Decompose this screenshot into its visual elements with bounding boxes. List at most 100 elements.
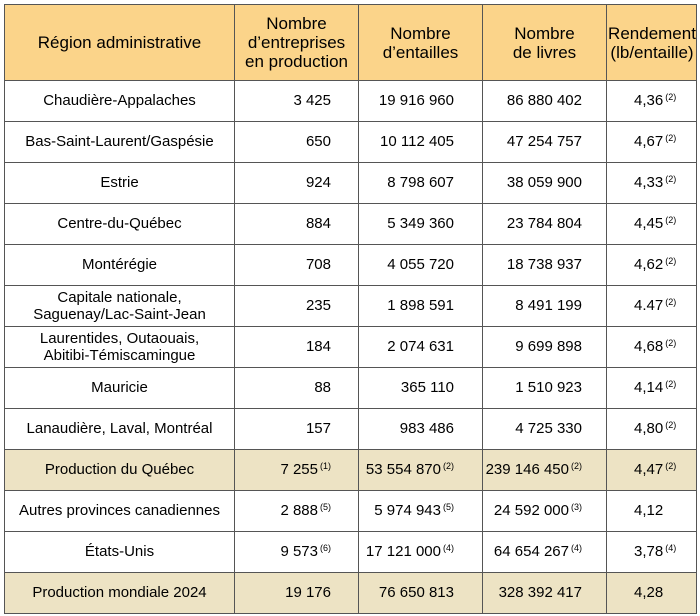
yield-cell-value: 3,78 — [634, 543, 664, 560]
footnote-marker: (1) — [320, 461, 331, 471]
footnote-marker: (2) — [665, 379, 677, 389]
table-row: Mauricie 88 365 110 1 510 923 4,14 (2) — [4, 367, 697, 409]
taps-cell: 17 121 000 (4) — [358, 531, 483, 573]
enterprises-cell-value: 7 255 — [280, 461, 318, 478]
enterprises-cell-value: 708 — [305, 256, 331, 273]
footnote-marker: (2) — [665, 420, 677, 430]
table-row: Production du Québec 7 255 (1) 53 554 870 (2… — [4, 449, 697, 491]
pounds-cell: 1 510 923 — [482, 367, 607, 409]
table-row: Capitale nationale, Saguenay/Lac-Saint-J… — [4, 285, 697, 327]
taps-cell-value: 5 974 943 — [374, 502, 441, 519]
yield-cell: 4,45 (2) — [606, 203, 697, 245]
footnote-marker: (3) — [571, 502, 582, 512]
pounds-cell-value: 328 392 417 — [498, 584, 582, 601]
header-pounds-label: Nombre de livres — [512, 23, 577, 62]
enterprises-cell-value: 184 — [305, 338, 331, 355]
region-cell-value: Bas-Saint-Laurent/Gaspésie — [25, 133, 214, 150]
yield-cell-value: 4,68 — [634, 338, 664, 355]
region-cell: Mauricie — [4, 367, 235, 409]
table-row: Chaudière-Appalaches 3 425 19 916 960 86 88… — [4, 80, 697, 122]
region-cell: Production mondiale 2024 — [4, 572, 235, 614]
region-cell: Bas-Saint-Laurent/Gaspésie — [4, 121, 235, 163]
taps-cell: 4 055 720 — [358, 244, 483, 286]
taps-cell: 19 916 960 — [358, 80, 483, 122]
pounds-cell-value: 4 725 330 — [515, 420, 582, 437]
taps-cell: 53 554 870 (2) — [358, 449, 483, 491]
enterprises-cell: 924 — [234, 162, 359, 204]
pounds-cell-value: 18 738 937 — [506, 256, 582, 273]
taps-cell-value: 17 121 000 — [365, 543, 441, 560]
table-row: Production mondiale 2024 19 176 76 650 813… — [4, 572, 697, 614]
footnote-marker: (6) — [320, 543, 331, 553]
taps-cell-value: 4 055 720 — [387, 256, 454, 273]
header-region: Région administrative — [4, 4, 235, 81]
region-cell-value: Estrie — [100, 174, 139, 191]
pounds-cell-value: 86 880 402 — [506, 92, 582, 109]
pounds-cell: 86 880 402 — [482, 80, 607, 122]
yield-cell-value: 4,14 — [634, 379, 664, 396]
region-cell-value: Lanaudière, Laval, Montréal — [26, 420, 213, 437]
yield-cell-value: 4,67 — [634, 133, 664, 150]
taps-cell: 365 110 — [358, 367, 483, 409]
region-cell-value: Capitale nationale, Saguenay/Lac-Saint-J… — [33, 289, 206, 323]
footnote-marker: (4) — [571, 543, 582, 553]
pounds-cell: 23 784 804 — [482, 203, 607, 245]
region-cell-value: Chaudière-Appalaches — [43, 92, 196, 109]
region-cell-value: Production mondiale 2024 — [32, 584, 207, 601]
pounds-cell-value: 24 592 000 — [493, 502, 569, 519]
enterprises-cell: 157 — [234, 408, 359, 450]
yield-cell-value: 4.47 — [634, 297, 664, 314]
header-taps: Nombre d’entailles — [358, 4, 483, 81]
taps-cell: 5 349 360 — [358, 203, 483, 245]
taps-cell: 983 486 — [358, 408, 483, 450]
taps-cell-value: 5 349 360 — [387, 215, 454, 232]
footnote-marker: (2) — [665, 92, 677, 102]
enterprises-cell-value: 884 — [305, 215, 331, 232]
header-yield-label: Rendement (lb/entaille) — [608, 23, 696, 62]
pounds-cell: 328 392 417 — [482, 572, 607, 614]
pounds-cell-value: 239 146 450 — [485, 461, 569, 478]
header-row: Région administrative Nombre d’entrepris… — [4, 4, 697, 81]
taps-cell: 8 798 607 — [358, 162, 483, 204]
enterprises-cell: 2 888 (5) — [234, 490, 359, 532]
pounds-cell: 38 059 900 — [482, 162, 607, 204]
yield-cell-value: 4,62 — [634, 256, 664, 273]
enterprises-cell: 9 573 (6) — [234, 531, 359, 573]
footnote-marker: (2) — [665, 256, 677, 266]
enterprises-cell-value: 88 — [314, 379, 331, 396]
enterprises-cell: 7 255 (1) — [234, 449, 359, 491]
footnote-marker: (2) — [665, 215, 677, 225]
region-cell: Lanaudière, Laval, Montréal — [4, 408, 235, 450]
footnote-marker: (2) — [665, 338, 677, 348]
region-cell: Chaudière-Appalaches — [4, 80, 235, 122]
taps-cell: 2 074 631 — [358, 326, 483, 368]
taps-cell: 5 974 943 (5) — [358, 490, 483, 532]
pounds-cell-value: 47 254 757 — [506, 133, 582, 150]
footnote-marker: (2) — [665, 461, 677, 471]
yield-cell: 4,47 (2) — [606, 449, 697, 491]
table-row: Estrie 924 8 798 607 38 059 900 4,33 (2) — [4, 162, 697, 204]
region-cell-value: Production du Québec — [44, 461, 195, 478]
yield-cell: 4,36 (2) — [606, 80, 697, 122]
enterprises-cell-value: 9 573 — [280, 543, 318, 560]
pounds-cell: 18 738 937 — [482, 244, 607, 286]
region-cell: Centre-du-Québec — [4, 203, 235, 245]
pounds-cell-value: 38 059 900 — [506, 174, 582, 191]
table-row: Autres provinces canadiennes 2 888 (5) 5 97… — [4, 490, 697, 532]
yield-cell: 4,12 — [606, 490, 697, 532]
pounds-cell: 4 725 330 — [482, 408, 607, 450]
footnote-marker: (2) — [665, 133, 677, 143]
taps-cell-value: 10 112 405 — [380, 133, 454, 150]
pounds-cell-value: 9 699 898 — [515, 338, 582, 355]
yield-cell: 4,62 (2) — [606, 244, 697, 286]
header-pounds: Nombre de livres — [482, 4, 607, 81]
taps-cell-value: 983 486 — [399, 420, 454, 437]
pounds-cell-value: 64 654 267 — [493, 543, 569, 560]
table-row: Montérégie 708 4 055 720 18 738 937 4,62 (2) — [4, 244, 697, 286]
enterprises-cell-value: 3 425 — [293, 92, 331, 109]
header-enterprises: Nombre d’entreprises en production — [234, 4, 359, 81]
region-cell-value: Laurentides, Outaouais, Abitibi-Témiscam… — [39, 330, 200, 364]
taps-cell-value: 365 110 — [400, 379, 454, 396]
region-cell: Production du Québec — [4, 449, 235, 491]
taps-cell-value: 76 650 813 — [378, 584, 454, 601]
